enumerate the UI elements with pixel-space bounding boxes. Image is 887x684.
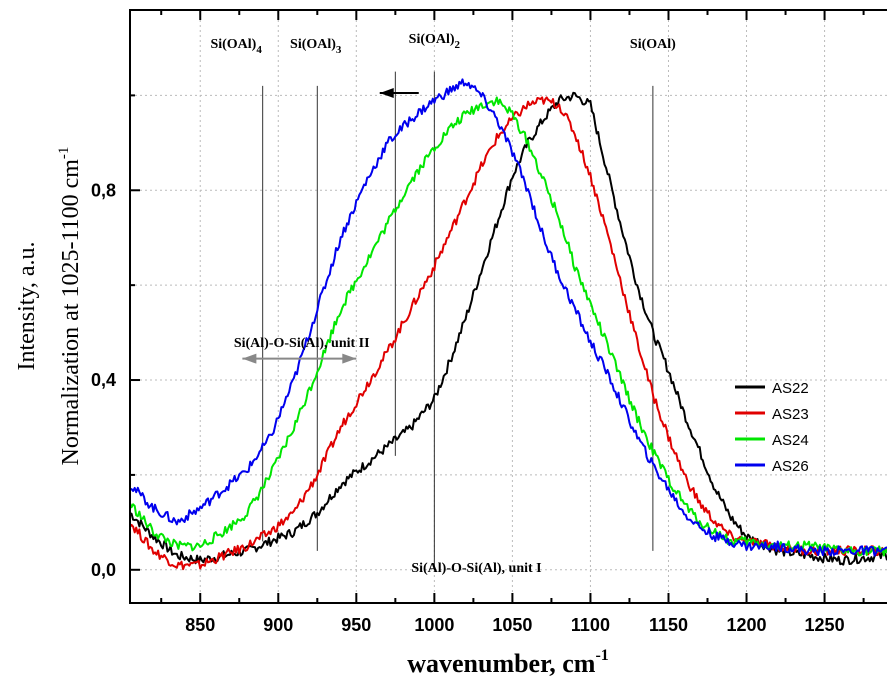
grid-lines (130, 10, 887, 603)
x-tick-label: 850 (185, 615, 215, 635)
annotation-oal1: Si(OAl) (630, 37, 676, 52)
x-tick-label: 950 (341, 615, 371, 635)
y-axis-title-line2: Normalization at 1025-1100 cm-1 (56, 147, 84, 466)
x-tick-label: 1000 (414, 615, 454, 635)
x-tick-label: 1200 (727, 615, 767, 635)
annotation-oal3: Si(OAl)3 (290, 37, 342, 56)
series-lines (129, 78, 887, 571)
plot-frame (129, 9, 887, 604)
x-tick-label: 900 (263, 615, 293, 635)
annotation-labels: Si(OAl)4 Si(OAl)3 Si(OAl)2 Si(OAl) Si(Al)-O-… (210, 32, 676, 576)
axis-ticks: 850 900 950 1000 1050 1100 1150 1200 1250 0,0 0,4 0… (91, 10, 865, 635)
legend: AS22 AS23 AS24 AS26 (735, 380, 809, 475)
y-tick-label: 0,8 (91, 180, 116, 200)
x-tick-label: 1050 (492, 615, 532, 635)
annotation-unit2: Si(Al)-O-Si(Al), unit II (234, 336, 370, 351)
series-line-as23 (129, 96, 887, 571)
legend-label-as23: AS23 (772, 406, 809, 423)
reference-lines (262, 71, 654, 570)
black-arrow-head (379, 88, 394, 99)
legend-label-as22: AS22 (772, 380, 809, 397)
legend-label-as26: AS26 (772, 458, 809, 475)
y-axis-title-line1: Intensity, a.u. (14, 241, 40, 370)
series-line-as22 (129, 91, 887, 566)
x-tick-label: 1150 (649, 615, 688, 635)
y-tick-label: 0,0 (91, 560, 116, 580)
series-line-as26 (129, 78, 887, 557)
annotation-arrows (242, 88, 419, 364)
legend-label-as24: AS24 (772, 432, 809, 449)
grey-arrow-head (342, 353, 357, 364)
x-tick-label: 1250 (805, 615, 845, 635)
annotation-oal4: Si(OAl)4 (210, 37, 262, 56)
annotation-unit1: Si(Al)-O-Si(Al), unit I (411, 561, 541, 576)
x-tick-label: 1100 (571, 615, 610, 635)
grey-arrow-head (242, 353, 257, 364)
annotation-oal2: Si(OAl)2 (409, 32, 461, 51)
x-axis-title: wavenumber, cm-1 (407, 647, 609, 678)
series-line-as24 (129, 96, 887, 557)
y-tick-label: 0,4 (91, 370, 116, 390)
